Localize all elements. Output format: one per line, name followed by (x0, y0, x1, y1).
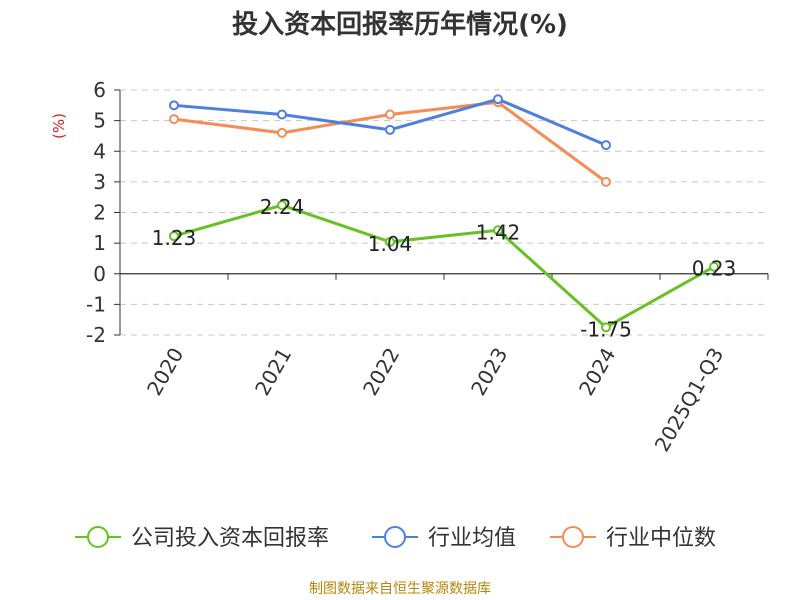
data-point (601, 322, 611, 333)
y-axis-label: (%) (50, 113, 68, 139)
y-tick-label: 6 (93, 78, 106, 102)
legend-circle-icon (562, 526, 584, 548)
series-line (173, 97, 607, 147)
y-tick-label: 5 (93, 109, 106, 133)
legend-label: 公司投入资本回报率 (131, 526, 329, 551)
legend-item[interactable]: 行业均值 (372, 526, 516, 551)
y-tick-label: -1 (86, 292, 106, 316)
x-tick-label: 2024 (574, 344, 620, 400)
data-point (709, 261, 719, 272)
data-label: 1.42 (476, 220, 521, 244)
series-line (173, 203, 715, 329)
data-point (169, 100, 179, 111)
y-tick-label: 4 (93, 139, 106, 163)
legend-label: 行业中位数 (606, 526, 716, 551)
legend[interactable]: 公司投入资本回报率 行业均值 行业中位数 (75, 526, 716, 551)
data-point (169, 114, 179, 125)
x-tick-label: 2020 (142, 344, 188, 400)
data-point (385, 124, 395, 135)
data-source-note: 制图数据来自恒生聚源数据库 (309, 581, 491, 597)
data-point (385, 109, 395, 120)
y-tick-label: 2 (93, 201, 106, 225)
series-lines (169, 94, 719, 333)
y-tick-label: 0 (93, 262, 106, 286)
data-point (277, 200, 287, 211)
data-point (601, 140, 611, 151)
data-label: 1.04 (368, 232, 413, 256)
x-tick-label: 2021 (250, 344, 296, 400)
data-point (277, 127, 287, 138)
y-tick-label: -2 (86, 323, 106, 347)
legend-circle-icon (87, 526, 109, 548)
x-tick-label: 2025Q1-Q3 (650, 344, 729, 456)
data-label: -1.75 (580, 317, 632, 341)
data-label: 0.23 (692, 257, 737, 281)
data-point (601, 176, 611, 187)
chart-title: 投入资本回报率历年情况(%) (232, 10, 568, 40)
data-point (493, 94, 503, 105)
x-tick-label: 2023 (466, 344, 512, 400)
y-tick-label: 1 (93, 231, 106, 255)
data-label: 2.24 (260, 195, 305, 219)
legend-item[interactable]: 行业中位数 (550, 526, 716, 551)
grid-lines (120, 89, 768, 336)
y-tick-label: 3 (93, 170, 106, 194)
legend-label: 行业均值 (428, 526, 516, 551)
data-labels: 1.23 2.24 1.04 1.42 -1.75 0.23 (152, 195, 737, 341)
data-point (169, 231, 179, 242)
data-point (385, 236, 395, 247)
legend-circle-icon (384, 526, 406, 548)
data-label: 1.23 (152, 226, 197, 250)
data-point (493, 225, 503, 236)
x-tick-label: 2022 (358, 344, 404, 400)
legend-item[interactable]: 公司投入资本回报率 (75, 526, 329, 551)
axes: -2 -1 0 1 2 3 4 5 6 2020 2021 2022 2023 2024 2025Q1-Q3… (50, 78, 769, 456)
data-point (277, 109, 287, 120)
